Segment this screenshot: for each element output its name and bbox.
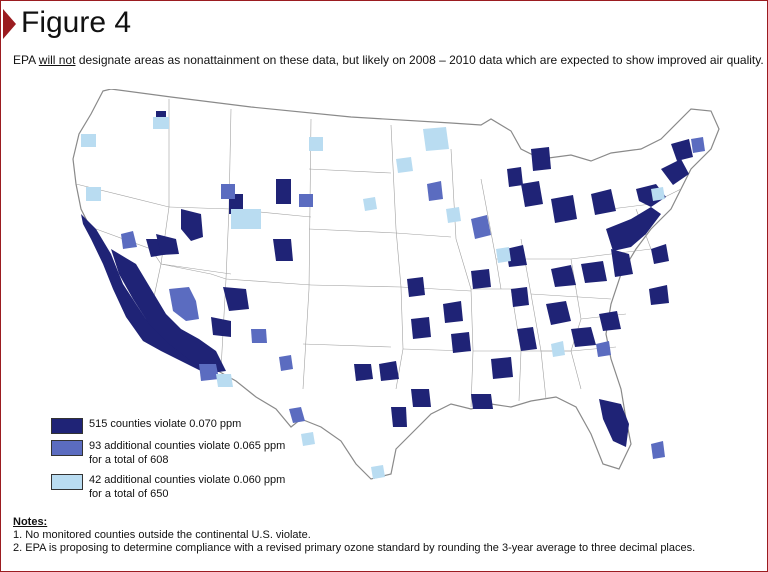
legend-label-070: 515 counties violate 0.070 ppm <box>89 417 349 431</box>
legend-swatch-065 <box>51 440 83 456</box>
us-county-map <box>72 89 720 480</box>
legend-line-1: 42 additional counties violate 0.060 ppm <box>89 474 286 486</box>
subtitle-post: designate areas as nonattainment on thes… <box>75 53 764 67</box>
counties-065 <box>121 137 705 459</box>
legend-swatch-070 <box>51 418 83 434</box>
subtitle-pre: EPA <box>13 53 39 67</box>
legend-line-2: for a total of 650 <box>89 488 169 500</box>
legend-line-1: 515 counties violate 0.070 ppm <box>89 418 242 430</box>
legend-line-1: 93 additional counties violate 0.065 ppm <box>89 440 286 452</box>
legend-label-060: 42 additional counties violate 0.060 ppm… <box>89 473 349 501</box>
legend-label-065: 93 additional counties violate 0.065 ppm… <box>89 439 349 467</box>
counties-070 <box>81 111 693 447</box>
figure-title: Figure 4 <box>21 6 132 39</box>
legend-line-2: for a total of 608 <box>89 454 169 466</box>
note-item-1: 1. No monitored counties outside the con… <box>13 529 311 541</box>
legend-swatch-060 <box>51 474 83 490</box>
title-marker-icon <box>3 9 16 39</box>
subtitle-emphasis: will not <box>38 53 76 67</box>
notes-title: Notes: <box>13 516 48 528</box>
notes: Notes: 1. No monitored counties outside … <box>13 516 695 555</box>
note-item-2: 2. EPA is proposing to determine complia… <box>13 542 696 554</box>
figure-subtitle: EPA will not designate areas as nonattai… <box>13 53 764 67</box>
counties-060 <box>81 117 665 479</box>
